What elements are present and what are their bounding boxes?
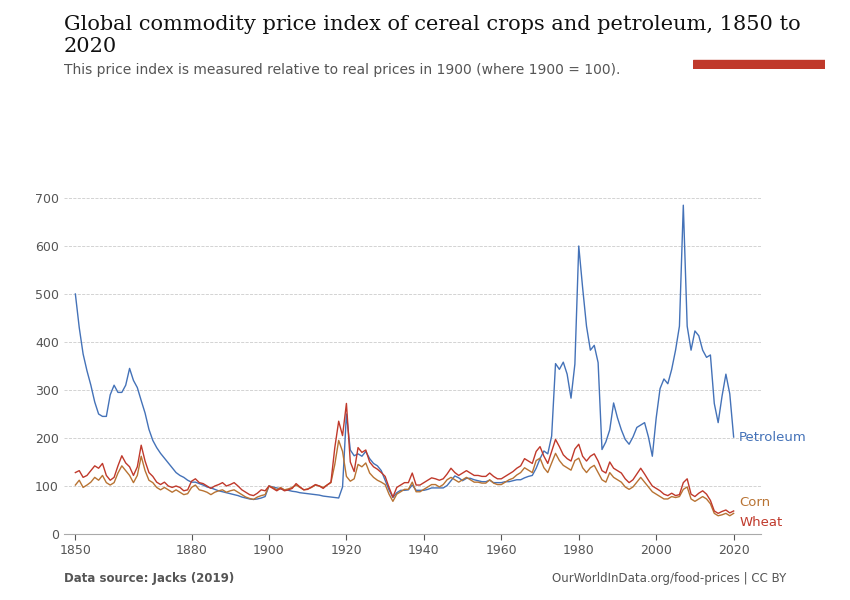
Bar <box>693 60 824 69</box>
Text: Data source: Jacks (2019): Data source: Jacks (2019) <box>64 572 234 585</box>
Text: Global commodity price index of cereal crops and petroleum, 1850 to: Global commodity price index of cereal c… <box>64 15 801 34</box>
Text: This price index is measured relative to real prices in 1900 (where 1900 = 100).: This price index is measured relative to… <box>64 63 620 77</box>
Text: Corn: Corn <box>740 496 770 509</box>
Text: OurWorldInData.org/food-prices | CC BY: OurWorldInData.org/food-prices | CC BY <box>552 572 786 585</box>
Text: Our World: Our World <box>725 22 792 34</box>
Text: in Data: in Data <box>734 40 783 53</box>
Text: Petroleum: Petroleum <box>740 431 807 443</box>
Text: 2020: 2020 <box>64 37 117 56</box>
Text: Wheat: Wheat <box>740 515 783 529</box>
